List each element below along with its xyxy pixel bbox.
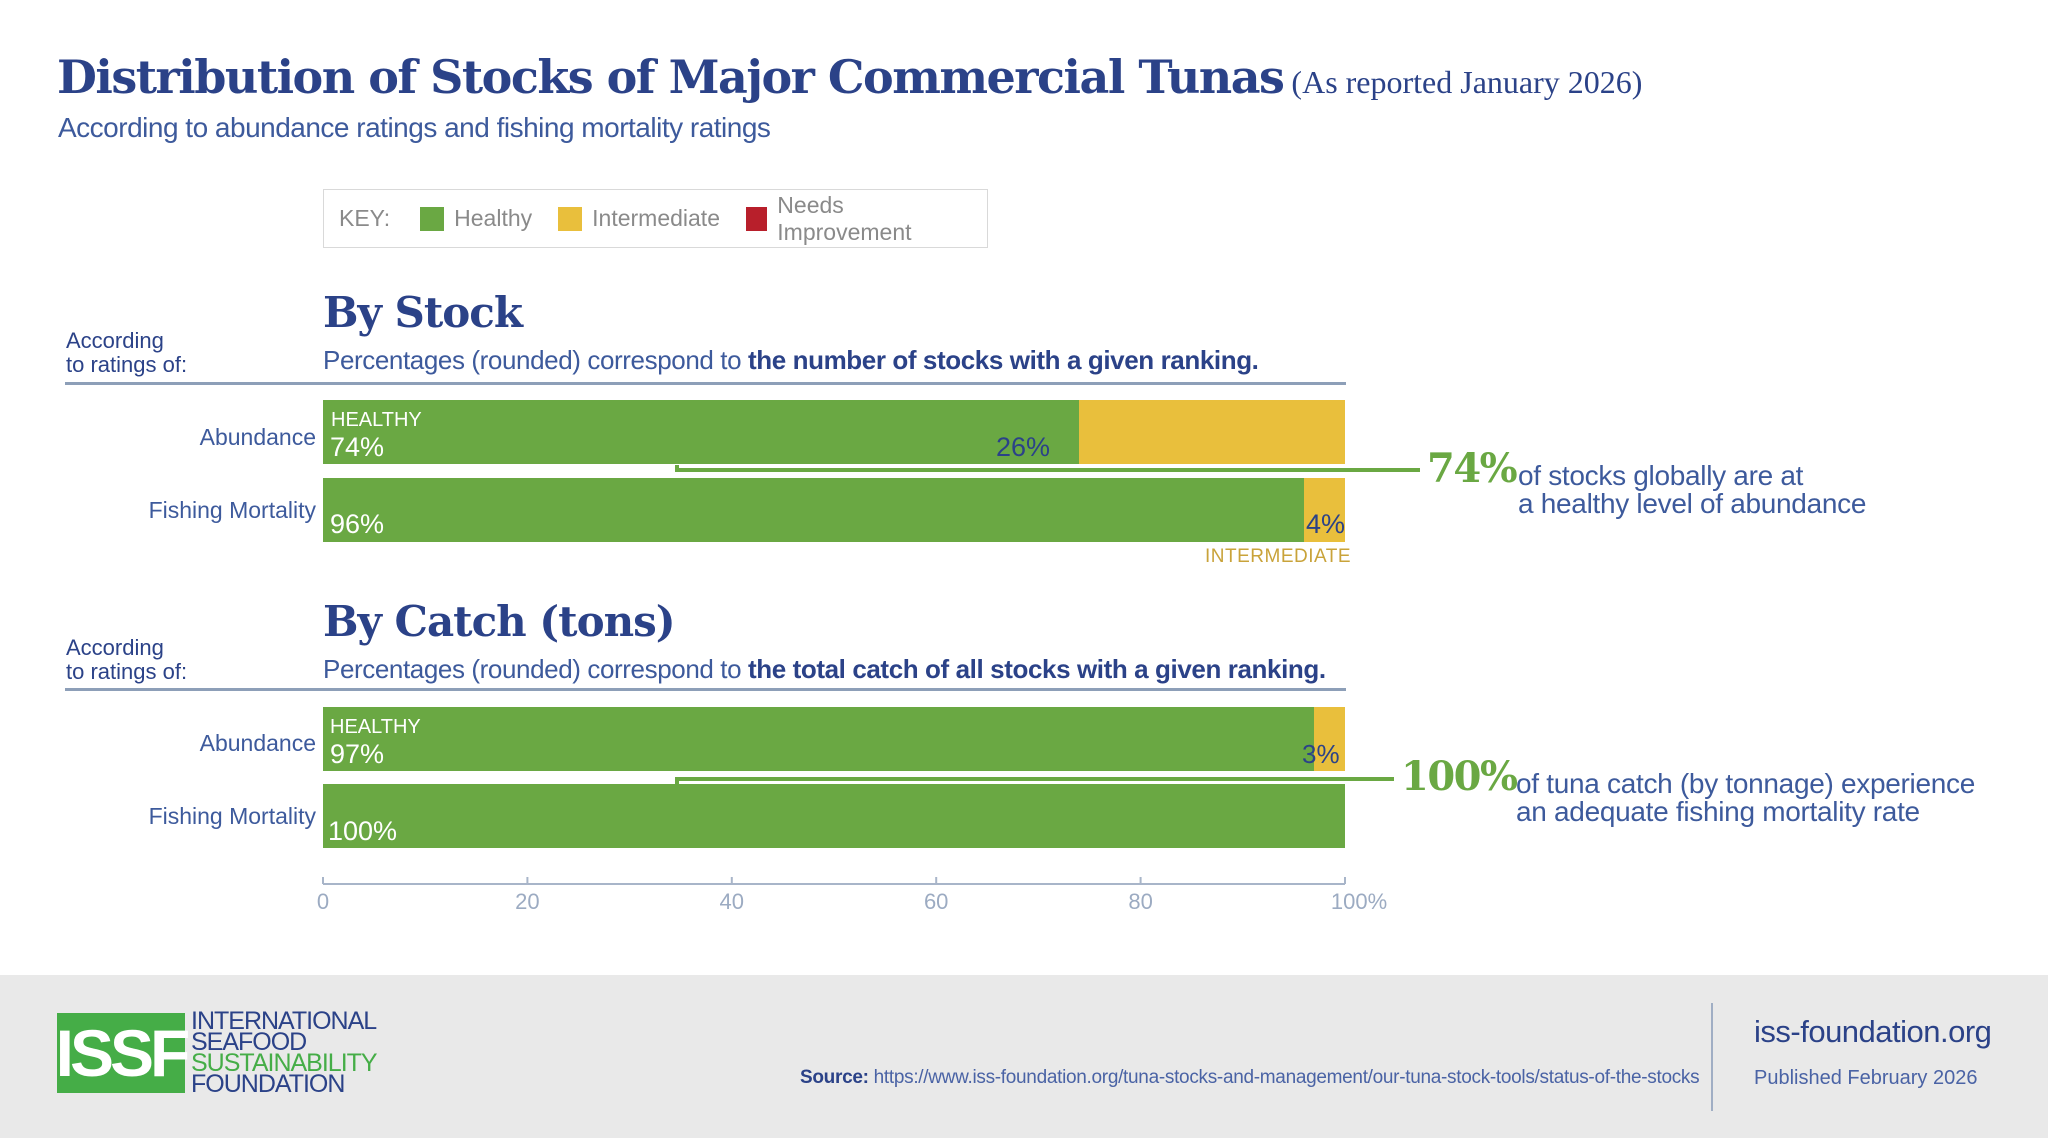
callout-text-by-catch: of tuna catch (by tonnage) experience an… xyxy=(1516,770,1975,826)
healthy-tag-by-catch: HEALTHY xyxy=(330,716,421,738)
callout-connector-by-catch xyxy=(675,777,1394,784)
bar-segment-healthy xyxy=(323,784,1345,848)
row-label-fishing-mortality: Fishing Mortality xyxy=(148,803,316,829)
row-header-line-1: According xyxy=(66,635,164,660)
bar-label-stock-abundance-healthy: 74% xyxy=(330,432,385,462)
bar-label-stock-mortality-healthy: 96% xyxy=(330,509,385,539)
row-label-abundance: Abundance xyxy=(199,730,316,756)
callout-line-2: a healthy level of abundance xyxy=(1518,488,1867,519)
legend-text-intermediate: Intermediate xyxy=(592,205,720,231)
panel-title-by-catch: By Catch (tons) xyxy=(323,597,676,646)
bar-label-catch-abundance-intermediate: 3% xyxy=(1302,739,1340,769)
description-bold: the total catch of all stocks with a giv… xyxy=(747,654,1326,684)
legend-item-intermediate: Intermediate xyxy=(558,205,720,232)
legend-text-healthy: Healthy xyxy=(454,205,533,231)
footer xyxy=(0,975,2048,1138)
bar-label-stock-abundance-intermediate: 26% xyxy=(996,432,1051,462)
title-main: Distribution of Stocks of Major Commerci… xyxy=(57,50,1285,104)
logo-line: SEAFOOD xyxy=(191,1028,307,1056)
chart-title: Distribution of Stocks of Major Commerci… xyxy=(57,50,1642,104)
description-plain: Percentages (rounded) correspond to xyxy=(323,654,748,684)
x-tick-label: 60 xyxy=(923,889,949,914)
legend-label: KEY: xyxy=(339,205,391,231)
panel-description-by-stock: Percentages (rounded) correspond to the … xyxy=(323,345,1259,376)
logo-line: SUSTAINABILITY xyxy=(191,1049,378,1077)
callout-value-by-catch: 100% xyxy=(1401,753,1518,800)
panel-rule-by-catch xyxy=(65,688,1346,691)
legend-text-needs-improvement: Needs Improvement xyxy=(777,191,912,245)
bar-segment-intermediate xyxy=(1304,478,1345,542)
issf-logo-text: INTERNATIONAL SEAFOOD SUSTAINABILITY FOU… xyxy=(191,1007,378,1098)
site-link[interactable]: iss-foundation.org xyxy=(1754,1014,1992,1049)
bar-segment-healthy xyxy=(323,478,1305,542)
callout-line-1: of stocks globally are at xyxy=(1518,460,1804,491)
x-tick-label: 0 xyxy=(316,889,330,914)
bar-segment-healthy xyxy=(323,400,1080,464)
published-date: Published February 2026 xyxy=(1754,1067,1978,1089)
issf-logo-mark: ISSF xyxy=(56,1013,190,1093)
bar-label-catch-mortality-healthy: 100% xyxy=(328,816,398,846)
panel-title-by-stock: By Stock xyxy=(323,288,523,337)
x-tick-label: 80 xyxy=(1128,889,1153,914)
row-header-line-2: to ratings of: xyxy=(66,352,188,377)
title-note: (As reported January 2026) xyxy=(1291,64,1643,100)
row-header-by-catch: According to ratings of: xyxy=(66,636,187,684)
x-tick-label: 40 xyxy=(719,889,745,914)
panel-description-by-catch: Percentages (rounded) correspond to the … xyxy=(323,654,1326,685)
row-header-line-2: to ratings of: xyxy=(66,659,188,684)
bar-segment-intermediate xyxy=(1079,400,1345,464)
description-plain: Percentages (rounded) correspond to xyxy=(323,345,748,375)
intermediate-tag: INTERMEDIATE xyxy=(1205,546,1352,567)
x-tick-label: 20 xyxy=(515,889,540,914)
chart-subtitle: According to abundance ratings and fishi… xyxy=(58,112,771,143)
description-bold: the number of stocks with a given rankin… xyxy=(747,345,1259,375)
footer-divider xyxy=(1711,1003,1713,1111)
legend: KEY: Healthy Intermediate Needs Improvem… xyxy=(323,189,988,248)
panel-rule-by-stock xyxy=(65,382,1346,385)
legend-item-needs-improvement: Needs Improvement xyxy=(746,192,961,246)
source-citation: Source: https://www.iss-foundation.org/t… xyxy=(800,1067,1700,1089)
legend-swatch-healthy xyxy=(420,206,445,231)
source-label: Source: xyxy=(800,1067,869,1088)
logo-line: INTERNATIONAL xyxy=(191,1007,377,1035)
source-link[interactable]: https://www.iss-foundation.org/tuna-stoc… xyxy=(873,1067,1700,1088)
healthy-tag-by-stock: HEALTHY xyxy=(331,409,422,431)
x-tick-label: 100% xyxy=(1330,889,1388,914)
callout-connector-by-stock xyxy=(675,465,1420,472)
bar-label-stock-mortality-intermediate: 4% xyxy=(1306,509,1346,539)
bar-label-catch-abundance-healthy: 97% xyxy=(330,739,385,769)
callout-line-1: of tuna catch (by tonnage) experience xyxy=(1516,768,1975,799)
logo-line: FOUNDATION xyxy=(191,1070,345,1098)
callout-line-2: an adequate fishing mortality rate xyxy=(1516,796,1920,827)
bar-segment-intermediate xyxy=(1314,707,1345,771)
row-label-fishing-mortality: Fishing Mortality xyxy=(148,497,316,523)
callout-value-by-stock: 74% xyxy=(1427,445,1518,492)
row-header-line-1: According xyxy=(66,328,164,353)
legend-item-healthy: Healthy xyxy=(420,205,532,232)
callout-text-by-stock: of stocks globally are at a healthy leve… xyxy=(1518,462,1866,518)
legend-swatch-needs-improvement xyxy=(746,206,768,231)
bar-segment-healthy xyxy=(323,707,1315,771)
row-header-by-stock: According to ratings of: xyxy=(66,329,187,377)
row-label-abundance: Abundance xyxy=(199,424,316,450)
legend-swatch-intermediate xyxy=(558,206,583,231)
